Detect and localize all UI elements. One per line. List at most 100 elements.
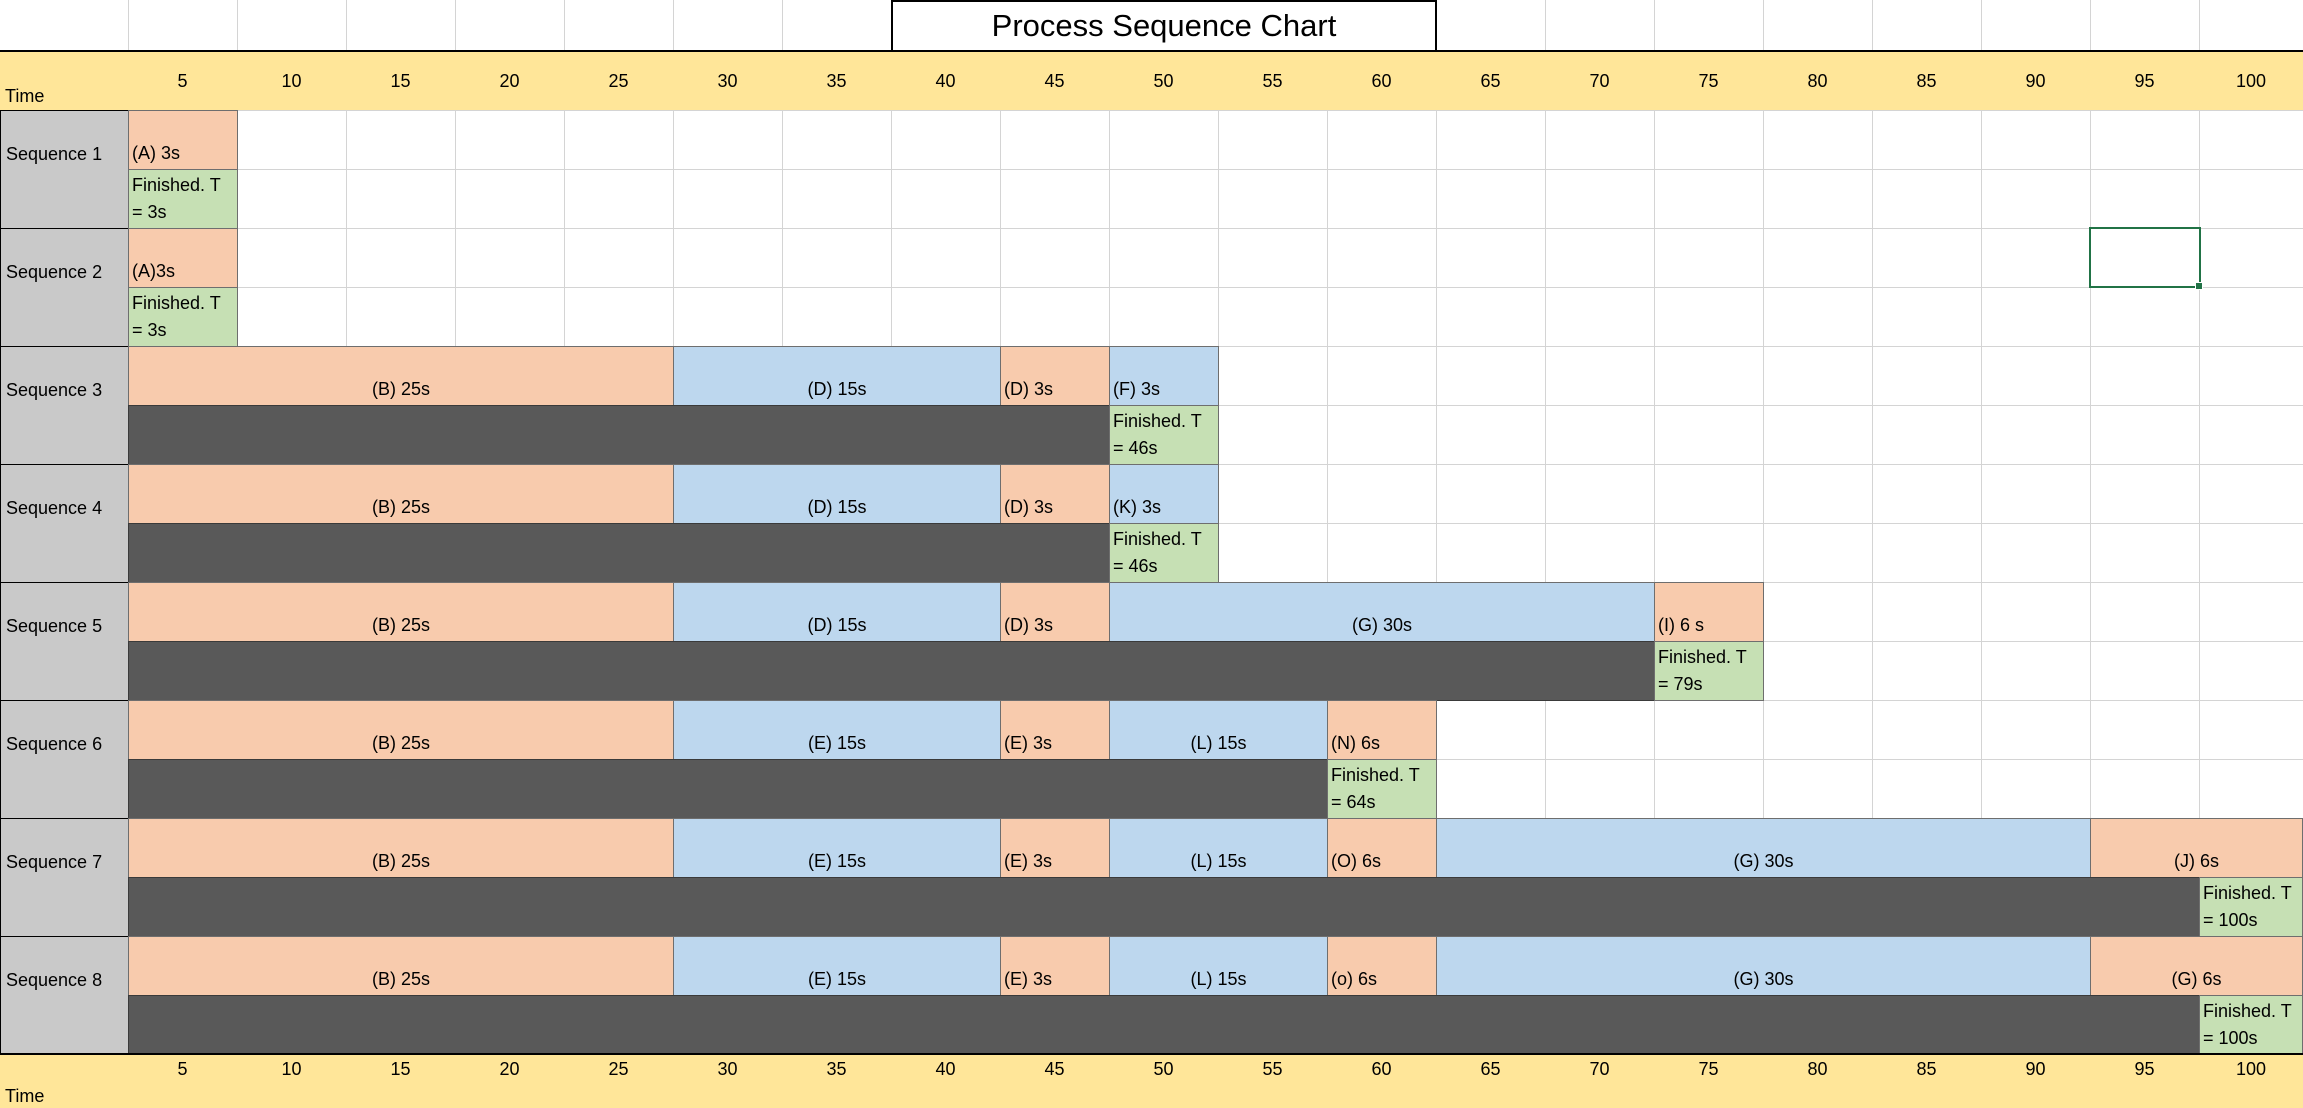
time-tick[interactable]: 75: [1698, 1059, 1719, 1079]
time-tick[interactable]: 5: [177, 1059, 188, 1079]
task-cell[interactable]: (O) 6s: [1327, 818, 1437, 878]
time-tick[interactable]: 90: [2025, 1059, 2046, 1079]
task-cell[interactable]: (E) 15s: [673, 700, 1001, 760]
sequence-label[interactable]: Sequence 5: [0, 582, 129, 701]
time-tick[interactable]: 5: [177, 71, 188, 91]
task-cell[interactable]: (A)3s: [128, 228, 238, 288]
time-tick[interactable]: 75: [1698, 71, 1719, 91]
task-cell[interactable]: (E) 15s: [673, 936, 1001, 996]
time-tick[interactable]: 45: [1044, 1059, 1065, 1079]
time-tick[interactable]: 80: [1807, 71, 1828, 91]
sequence-label[interactable]: Sequence 4: [0, 464, 129, 583]
task-cell[interactable]: (E) 3s: [1000, 700, 1110, 760]
time-tick[interactable]: 25: [608, 71, 629, 91]
time-tick[interactable]: 15: [390, 1059, 411, 1079]
time-tick[interactable]: 55: [1262, 71, 1283, 91]
task-cell[interactable]: (G) 6s: [2090, 936, 2303, 996]
task-cell[interactable]: (B) 25s: [128, 582, 674, 642]
fill-handle[interactable]: [2195, 282, 2203, 290]
dark-fill-bar[interactable]: [128, 995, 2200, 1055]
time-tick[interactable]: 80: [1807, 1059, 1828, 1079]
finished-cell[interactable]: Finished. T = 46s: [1109, 523, 1219, 583]
task-cell[interactable]: (o) 6s: [1327, 936, 1437, 996]
time-tick[interactable]: 35: [826, 1059, 847, 1079]
time-tick[interactable]: 35: [826, 71, 847, 91]
finished-cell[interactable]: Finished. T = 64s: [1327, 759, 1437, 819]
task-cell[interactable]: (B) 25s: [128, 936, 674, 996]
task-cell[interactable]: (D) 15s: [673, 582, 1001, 642]
time-tick[interactable]: 85: [1916, 1059, 1937, 1079]
finished-cell[interactable]: Finished. T = 46s: [1109, 405, 1219, 465]
time-tick[interactable]: 95: [2134, 1059, 2155, 1079]
time-tick[interactable]: 60: [1371, 1059, 1392, 1079]
dark-fill-bar[interactable]: [128, 759, 1328, 819]
time-tick[interactable]: 30: [717, 71, 738, 91]
task-cell[interactable]: (B) 25s: [128, 700, 674, 760]
sequence-label[interactable]: Sequence 1: [0, 110, 129, 229]
dark-fill-bar[interactable]: [128, 877, 2200, 937]
dark-fill-bar[interactable]: [128, 641, 1655, 701]
time-tick[interactable]: 65: [1480, 1059, 1501, 1079]
finished-cell[interactable]: Finished. T = 100s: [2199, 995, 2303, 1055]
task-cell[interactable]: (E) 3s: [1000, 818, 1110, 878]
dark-fill-bar[interactable]: [128, 523, 1110, 583]
time-tick[interactable]: 20: [499, 71, 520, 91]
finished-cell[interactable]: Finished. T = 79s: [1654, 641, 1764, 701]
time-tick[interactable]: 85: [1916, 71, 1937, 91]
task-cell[interactable]: (D) 3s: [1000, 464, 1110, 524]
time-tick[interactable]: 70: [1589, 1059, 1610, 1079]
time-tick[interactable]: 100: [2235, 71, 2267, 91]
time-axis-label[interactable]: Time: [5, 1086, 45, 1106]
task-cell[interactable]: (L) 15s: [1109, 818, 1328, 878]
task-cell[interactable]: (A) 3s: [128, 110, 238, 170]
sequence-label[interactable]: Sequence 2: [0, 228, 129, 347]
task-cell[interactable]: (D) 3s: [1000, 582, 1110, 642]
sequence-label[interactable]: Sequence 7: [0, 818, 129, 937]
finished-cell[interactable]: Finished. T = 3s: [128, 287, 238, 347]
time-tick[interactable]: 50: [1153, 1059, 1174, 1079]
task-cell[interactable]: (E) 15s: [673, 818, 1001, 878]
time-tick[interactable]: 100: [2235, 1059, 2267, 1079]
task-cell[interactable]: (G) 30s: [1436, 936, 2091, 996]
task-cell[interactable]: (D) 15s: [673, 464, 1001, 524]
time-tick[interactable]: 10: [281, 71, 302, 91]
time-tick[interactable]: 65: [1480, 71, 1501, 91]
time-tick[interactable]: 95: [2134, 71, 2155, 91]
time-tick[interactable]: 10: [281, 1059, 302, 1079]
task-cell[interactable]: (K) 3s: [1109, 464, 1219, 524]
task-cell[interactable]: (I) 6 s: [1654, 582, 1764, 642]
chart-title[interactable]: Process Sequence Chart: [891, 0, 1437, 52]
finished-cell[interactable]: Finished. T = 100s: [2199, 877, 2303, 937]
selected-cell-outline[interactable]: [2089, 227, 2203, 290]
task-cell[interactable]: (L) 15s: [1109, 700, 1328, 760]
task-cell[interactable]: (B) 25s: [128, 818, 674, 878]
sequence-label[interactable]: Sequence 8: [0, 936, 129, 1055]
sequence-label[interactable]: Sequence 3: [0, 346, 129, 465]
task-cell[interactable]: (N) 6s: [1327, 700, 1437, 760]
task-cell[interactable]: (L) 15s: [1109, 936, 1328, 996]
task-cell[interactable]: (G) 30s: [1109, 582, 1655, 642]
dark-fill-bar[interactable]: [128, 405, 1110, 465]
task-cell[interactable]: (D) 3s: [1000, 346, 1110, 406]
time-tick[interactable]: 45: [1044, 71, 1065, 91]
time-axis-label[interactable]: Time: [5, 86, 45, 106]
task-cell[interactable]: (D) 15s: [673, 346, 1001, 406]
time-tick[interactable]: 20: [499, 1059, 520, 1079]
task-cell[interactable]: (J) 6s: [2090, 818, 2303, 878]
time-tick[interactable]: 90: [2025, 71, 2046, 91]
task-cell[interactable]: (B) 25s: [128, 464, 674, 524]
task-cell[interactable]: (F) 3s: [1109, 346, 1219, 406]
task-cell[interactable]: (B) 25s: [128, 346, 674, 406]
task-cell[interactable]: (E) 3s: [1000, 936, 1110, 996]
time-tick[interactable]: 50: [1153, 71, 1174, 91]
time-tick[interactable]: 40: [935, 1059, 956, 1079]
finished-cell[interactable]: Finished. T = 3s: [128, 169, 238, 229]
time-tick[interactable]: 30: [717, 1059, 738, 1079]
task-cell[interactable]: (G) 30s: [1436, 818, 2091, 878]
time-tick[interactable]: 60: [1371, 71, 1392, 91]
time-tick[interactable]: 15: [390, 71, 411, 91]
time-tick[interactable]: 55: [1262, 1059, 1283, 1079]
time-tick[interactable]: 25: [608, 1059, 629, 1079]
time-tick[interactable]: 70: [1589, 71, 1610, 91]
